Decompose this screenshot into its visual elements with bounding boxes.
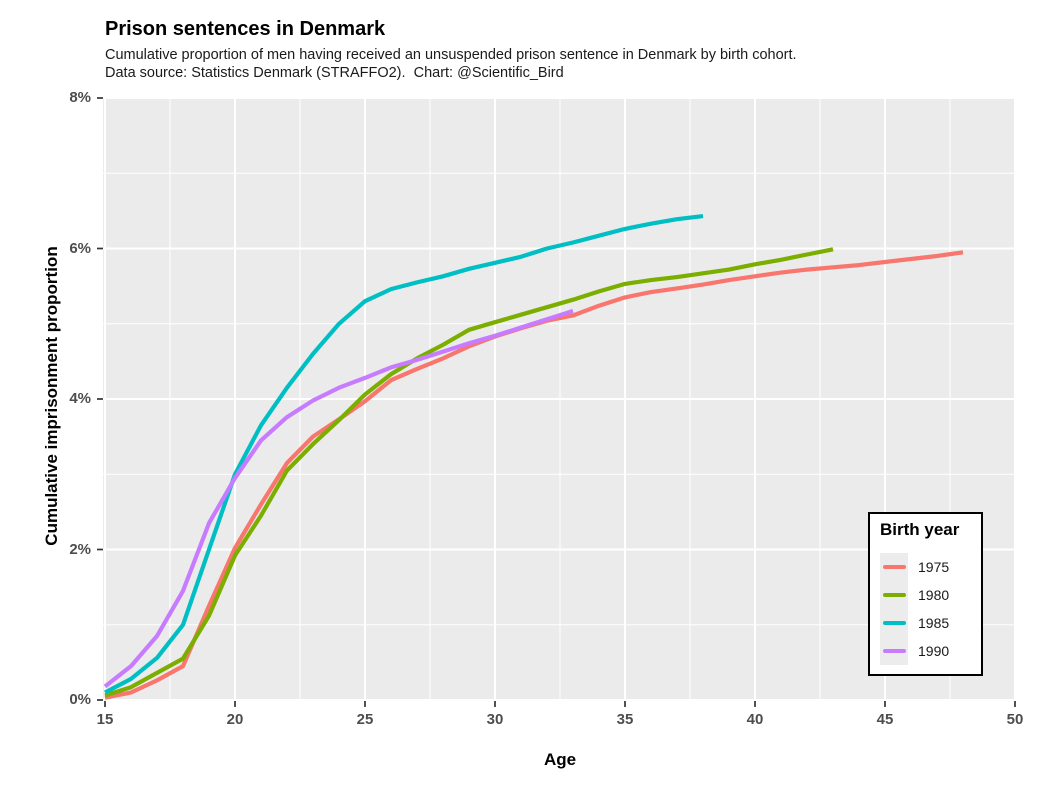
x-axis-title: Age [543, 750, 577, 769]
x-tick-label-45: 45 [876, 711, 894, 728]
legend-swatch-1975 [882, 564, 906, 570]
legend-swatch-1980 [882, 592, 906, 598]
chart-title: Prison sentences in Denmark [105, 18, 386, 40]
legend-label-1990: 1990 [918, 643, 950, 659]
legend-key-1990 [880, 637, 908, 665]
x-tick-label-20: 20 [226, 711, 244, 728]
legend-label-1985: 1985 [918, 615, 950, 631]
legend-item-1990: 1990 [880, 637, 975, 665]
series-line-1990 [103, 308, 574, 689]
legend-item-1980: 1980 [880, 581, 975, 609]
legend-swatch-1990 [882, 648, 906, 654]
chart-subtitle-line1: Cumulative proportion of men having rece… [105, 47, 797, 63]
legend-label-1975: 1975 [918, 559, 950, 575]
x-tick-label-30: 30 [486, 711, 504, 728]
legend: Birth year 1975 1980 1985 1990 [868, 512, 983, 676]
legend-key-1980 [880, 581, 908, 609]
series-line-1985 [104, 214, 704, 695]
y-tick-label-4%: 4% [69, 390, 91, 407]
y-tick-label-6%: 6% [69, 239, 91, 257]
legend-key-1975 [880, 553, 908, 581]
legend-label-1980: 1980 [918, 587, 950, 603]
legend-key-1985 [880, 609, 908, 637]
y-tick-label-8%: 8% [69, 89, 91, 106]
legend-title: Birth year [880, 520, 960, 539]
x-tick-label-25: 25 [356, 711, 374, 728]
legend-item-1985: 1985 [880, 609, 975, 637]
series-line-1980 [104, 247, 834, 698]
x-tick-label-40: 40 [746, 711, 764, 728]
x-tick-label-50: 50 [1006, 711, 1024, 728]
x-tick-label-15: 15 [96, 711, 114, 728]
y-tick-label-2%: 2% [69, 540, 91, 558]
legend-swatch-1985 [882, 620, 906, 626]
legend-items: 1975 1980 1985 1990 [880, 553, 975, 665]
x-tick-label-35: 35 [616, 711, 634, 728]
chart-subtitle-line2: Data source: Statistics Denmark (STRAFFO… [105, 65, 564, 81]
y-tick-label-0%: 0% [69, 691, 91, 708]
legend-item-1975: 1975 [880, 553, 975, 581]
